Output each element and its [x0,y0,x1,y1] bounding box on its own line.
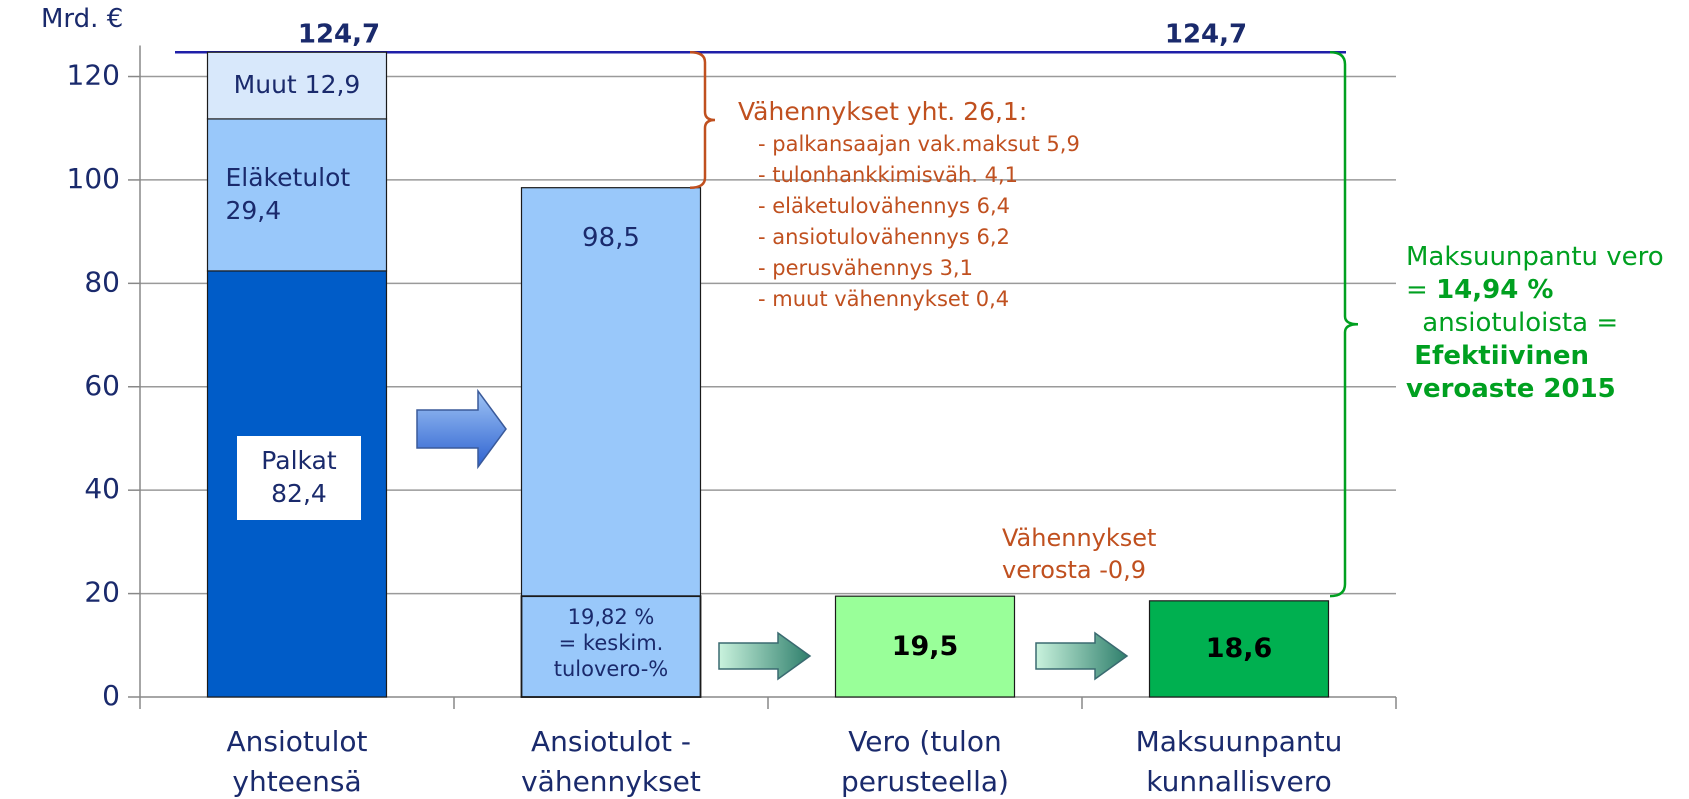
x-tick-label: Vero (tulon perusteella) [841,725,1009,798]
segment-value-label: 82,4 [271,478,327,508]
space [297,70,305,99]
tax-deductions: Vähennykset verosta -0,9 [1002,522,1156,586]
inset-box [520,595,702,698]
segment-value-label: 18,6 [1205,632,1273,664]
segment-value-label: 12,9 [304,69,361,99]
y-tick-label: 120 [67,59,120,92]
segment-value-label: 19,5 [891,630,959,662]
y-tick-label: 40 [84,472,120,505]
inset-line: 19,82 % [567,605,655,630]
note-highlight: 14,94 % [1436,275,1554,305]
deductions-item: - tulonhankkimisväh. 4,1 [758,163,1019,187]
y-tick-label: 0 [102,679,120,712]
inset-line: tulovero-% [553,657,669,682]
tax-deductions-line: Vähennykset [1002,524,1157,552]
bar-segment [1148,600,1330,698]
x-tick-label: Maksuunpantu kunnallisvero [1135,725,1343,798]
tax-deductions-line: verosta -0,9 [1002,556,1147,584]
bar-segment [834,595,1016,698]
bracket [689,50,716,189]
segment-label-box: Palkat 82,4 [237,435,361,520]
total-label: 124,7 [1165,20,1247,50]
deductions-title: Vähennykset yht. 26,1: [738,97,1028,126]
arrow [718,631,812,681]
segment-name: Muut [233,69,297,99]
deductions-item: - eläketulovähennys 6,4 [758,194,1011,218]
deductions-item: - perusvähennys 3,1 [758,256,973,280]
effective-rate-note: Maksuunpantu vero = 14,94 % ansiotuloist… [1406,241,1681,406]
inset-line: = keskim. [558,631,664,656]
x-tick-label: Ansiotulot yhteensä [226,725,368,798]
y-tick-label: 80 [84,265,120,298]
deductions-item: - palkansaajan vak.maksut 5,9 [758,132,1080,156]
segment-label: Eläketulot 29,4 [226,161,351,227]
note-text: Maksuunpantu vero = [1406,242,1664,305]
bar-segment [206,51,388,120]
segment-name: Palkat [261,445,337,475]
segment-label: Muut 12,9 [208,70,387,99]
deductions-item: - ansiotulovähennys 6,2 [758,225,1010,249]
note-text: ansiotuloista = [1422,308,1619,338]
y-tick-label: 60 [84,369,120,402]
bar-segment [206,118,388,272]
arrow [1035,631,1129,681]
y-axis-label: Mrd. € [41,4,124,34]
segment-value-label: 29,4 [225,195,282,225]
segment-name: Eläketulot [225,162,351,192]
x-tick-label: Ansiotulot - vähennykset [521,725,701,798]
y-tick-label: 20 [84,576,120,609]
deductions-item: - muut vähennykset 0,4 [758,287,1010,311]
arrow [416,388,507,470]
inset-label: 19,82 % = keskim. tulovero-% [522,604,701,682]
total-label: 124,7 [298,20,380,50]
segment-value-label: 98,5 [582,222,640,253]
note-highlight: Efektiivinen veroaste 2015 [1406,341,1616,404]
y-tick-label: 100 [67,162,120,195]
space [1428,275,1436,305]
bracket [1329,50,1359,598]
